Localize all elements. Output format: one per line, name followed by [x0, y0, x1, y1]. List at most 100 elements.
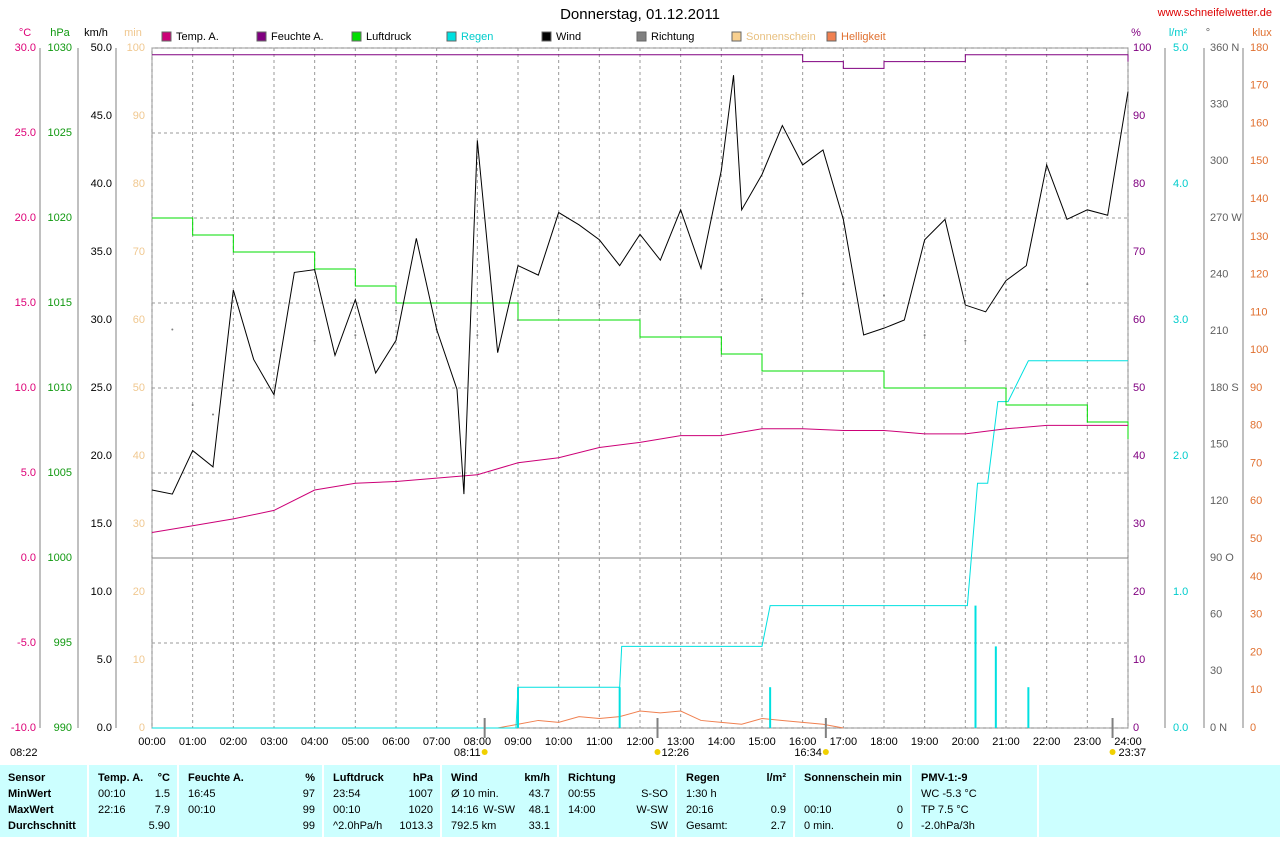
- y-tick-label: 1015: [48, 297, 72, 309]
- direction-dot: [842, 283, 845, 286]
- legend-label: Regen: [461, 31, 493, 43]
- direction-dot: [720, 288, 723, 291]
- direction-dot: [557, 309, 560, 312]
- series-line: [152, 54, 1129, 69]
- y-tick-label: 25.0: [91, 382, 112, 394]
- table-cell: Durchschnitt: [8, 820, 76, 832]
- x-tick-label: 08:00: [464, 736, 492, 748]
- series-line: [151, 75, 1129, 495]
- x-tick-label: 16:00: [789, 736, 817, 748]
- y-tick-label: 20: [1133, 586, 1145, 598]
- x-tick-label: 07:00: [423, 736, 451, 748]
- series-line: [152, 217, 1129, 439]
- sun-icon: [481, 749, 488, 755]
- table-cell: 99: [303, 804, 315, 816]
- table-cell: SW: [650, 820, 668, 832]
- legend-swatch: [161, 31, 172, 42]
- x-tick-label: 14:00: [708, 736, 736, 748]
- direction-dot: [964, 339, 967, 342]
- chart-title: Donnerstag, 01.12.2011: [560, 6, 720, 23]
- x-tick-label: 05:00: [342, 736, 370, 748]
- x-tick-label: 15:00: [748, 736, 776, 748]
- y-tick-label: 60: [133, 314, 145, 326]
- y-tick-label: 70: [1133, 246, 1145, 258]
- y-tick-label: 35.0: [91, 246, 112, 258]
- y-tick-label: 150: [1210, 439, 1228, 451]
- table-cell: 00:10: [98, 788, 126, 800]
- table-cell: TP 7.5 °C: [921, 804, 969, 816]
- y-tick-label: 20.0: [91, 450, 112, 462]
- y-tick-label: 360 N: [1210, 42, 1239, 54]
- direction-dot: [1045, 288, 1048, 291]
- y-tick-label: 40: [133, 450, 145, 462]
- table-cell: Sensor: [8, 772, 46, 784]
- rain-bar: [1027, 687, 1030, 728]
- x-tick-label: 09:00: [504, 736, 532, 748]
- y-tick-label: 150: [1250, 155, 1268, 167]
- y-tick-label: 20.0: [15, 212, 36, 224]
- table-cell: Temp. A.: [98, 772, 143, 784]
- axis-unit: %: [1131, 27, 1141, 39]
- table-cell: Sonnenschein min: [804, 772, 902, 784]
- y-tick-label: 0: [1250, 722, 1256, 734]
- y-tick-label: 90 O: [1210, 552, 1234, 564]
- y-tick-label: 30: [1133, 518, 1145, 530]
- table-cell: 2.7: [771, 820, 786, 832]
- table-cell: km/h: [524, 772, 550, 784]
- y-tick-label: 180: [1250, 42, 1268, 54]
- y-tick-label: 5.0: [1173, 42, 1188, 54]
- table-cell: 23:54: [333, 788, 361, 800]
- y-tick-label: 990: [54, 722, 72, 734]
- table-cell: S-SO: [641, 788, 668, 800]
- y-tick-label: 10: [133, 654, 145, 666]
- table-cell: 1:30 h: [686, 788, 717, 800]
- axis-unit: km/h: [84, 27, 108, 39]
- y-tick-label: -10.0: [11, 722, 36, 734]
- table-cell: 20:16: [686, 804, 714, 816]
- legend-swatch: [731, 31, 742, 42]
- y-tick-label: 25.0: [15, 127, 36, 139]
- x-tick-label: 00:00: [138, 736, 166, 748]
- axis-unit: l/m²: [1169, 27, 1188, 39]
- direction-dot: [171, 328, 174, 331]
- direction-dot: [1005, 288, 1007, 291]
- y-tick-label: 300: [1210, 155, 1228, 167]
- table-cell: 1007: [409, 788, 433, 800]
- direction-dot: [923, 334, 926, 337]
- y-tick-label: 80: [1133, 178, 1145, 190]
- legend-swatch: [446, 31, 457, 42]
- table-cell: MinWert: [8, 788, 52, 800]
- legend-swatch: [256, 31, 267, 42]
- y-tick-label: 2.0: [1173, 450, 1188, 462]
- direction-dot: [273, 349, 275, 352]
- direction-dot: [191, 404, 194, 406]
- table-cell: 00:10: [333, 804, 361, 816]
- legend-label: Wind: [556, 31, 581, 43]
- y-tick-label: 160: [1250, 117, 1268, 129]
- table-cell: MaxWert: [8, 804, 54, 816]
- direction-dot: [395, 309, 397, 312]
- y-tick-label: 0.0: [97, 722, 112, 734]
- table-cell: Feuchte A.: [188, 772, 244, 784]
- y-tick-label: 20: [133, 586, 145, 598]
- x-tick-label: 20:00: [952, 736, 980, 748]
- y-tick-label: 140: [1250, 193, 1268, 205]
- legend-label: Luftdruck: [366, 31, 412, 43]
- y-tick-label: 50.0: [91, 42, 112, 54]
- table-cell: W-SW: [636, 804, 668, 816]
- table-cell: Gesamt:: [686, 820, 728, 832]
- table-cell: 0: [897, 804, 903, 816]
- table-cell: 00:55: [568, 788, 596, 800]
- sun-icon: [654, 749, 661, 755]
- table-cell: WC -5.3 °C: [921, 788, 977, 800]
- legend-swatch: [636, 31, 647, 42]
- x-tick-label: 13:00: [667, 736, 695, 748]
- y-tick-label: 40.0: [91, 178, 112, 190]
- table-cell: 7.9: [155, 804, 170, 816]
- y-tick-label: 0.0: [21, 552, 36, 564]
- y-tick-label: 60: [1210, 609, 1222, 621]
- y-tick-label: 1030: [48, 42, 72, 54]
- x-tick-label: 01:00: [179, 736, 207, 748]
- y-tick-label: 40: [1250, 571, 1262, 583]
